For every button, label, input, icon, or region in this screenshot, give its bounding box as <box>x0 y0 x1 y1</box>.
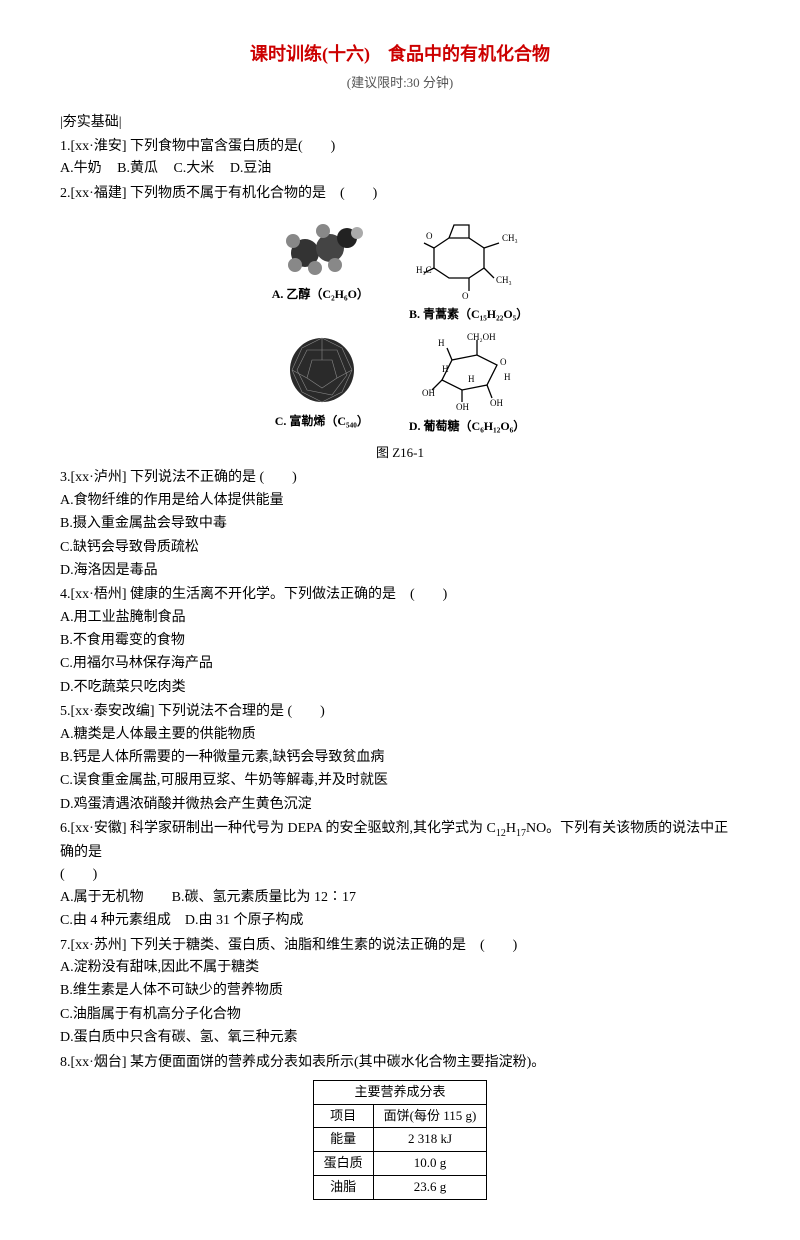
q6-sub2: 17 <box>516 828 526 839</box>
svg-text:H: H <box>442 364 449 374</box>
q5-stem: 5.[xx·泰安改编] 下列说法不合理的是 ( ) <box>60 701 740 723</box>
fig-item-b: CH₃ O H₃C CH₃ O B. 青蒿素（C₁₅H₂₂O₅） <box>409 213 528 324</box>
q7-opt-d: D.蛋白质中只含有碳、氢、氧三种元素 <box>60 1027 740 1049</box>
question-3: 3.[xx·泸州] 下列说法不正确的是 ( ) A.食物纤维的作用是给人体提供能… <box>60 467 740 582</box>
svg-text:H₃C: H₃C <box>416 265 432 275</box>
svg-text:CH₂OH: CH₂OH <box>467 332 496 342</box>
q4-opt-b: B.不食用霉变的食物 <box>60 630 740 652</box>
q4-opt-d: D.不吃蔬菜只吃肉类 <box>60 677 740 699</box>
ethanol-model-icon <box>275 213 365 283</box>
fig-b-caption: B. 青蒿素（C₁₅H₂₂O₅） <box>409 305 528 324</box>
fig-d-caption: D. 葡萄糖（C₆H₁₂O₆） <box>409 417 525 436</box>
fig-item-a: A. 乙醇（C₂H₆O） <box>272 213 369 324</box>
q3-opt-d: D.海洛因是毒品 <box>60 560 740 582</box>
q5-opt-d: D.鸡蛋清遇浓硝酸并微热会产生黄色沉淀 <box>60 794 740 816</box>
q4-stem: 4.[xx·梧州] 健康的生活离不开化学。下列做法正确的是 ( ) <box>60 584 740 606</box>
q5-opt-c: C.误食重金属盐,可服用豆浆、牛奶等解毒,并及时就医 <box>60 770 740 792</box>
question-1: 1.[xx·淮安] 下列食物中富含蛋白质的是( ) A.牛奶 B.黄瓜 C.大米… <box>60 136 740 181</box>
table-cell: 23.6 g <box>373 1176 487 1200</box>
svg-text:H: H <box>438 338 445 348</box>
q4-opt-a: A.用工业盐腌制食品 <box>60 607 740 629</box>
table-row: 油脂 23.6 g <box>313 1176 487 1200</box>
q7-opt-b: B.维生素是人体不可缺少的营养物质 <box>60 980 740 1002</box>
nutrition-table: 主要营养成分表 项目 面饼(每份 115 g) 能量 2 318 kJ 蛋白质 … <box>313 1080 488 1200</box>
fig-c-caption: C. 富勒烯（C₅₄₀） <box>275 412 369 431</box>
fig-a-caption: A. 乙醇（C₂H₆O） <box>272 285 369 304</box>
fullerene-icon <box>282 330 362 410</box>
svg-text:H: H <box>504 372 511 382</box>
q7-opt-c: C.油脂属于有机高分子化合物 <box>60 1004 740 1026</box>
svg-text:OH: OH <box>490 398 503 408</box>
q1-opt-b: B.黄瓜 <box>117 161 158 176</box>
q6-opt-ab: A.属于无机物 B.碳、氢元素质量比为 12∶17 <box>60 887 740 909</box>
glucose-structure-icon: CH₂OH O OH OH OH H H H H <box>412 330 522 415</box>
svg-text:CH₃: CH₃ <box>496 275 512 285</box>
q4-opt-c: C.用福尔马林保存海产品 <box>60 653 740 675</box>
table-title: 主要营养成分表 <box>313 1080 487 1104</box>
q1-opt-c: C.大米 <box>173 161 214 176</box>
q5-opt-b: B.钙是人体所需要的一种微量元素,缺钙会导致贫血病 <box>60 747 740 769</box>
figure-z16-1: A. 乙醇（C₂H₆O） CH₃ O H₃C CH₃ O B. 青蒿素（C₁₅H… <box>60 213 740 463</box>
q3-opt-a: A.食物纤维的作用是给人体提供能量 <box>60 490 740 512</box>
svg-text:O: O <box>462 291 469 301</box>
table-cell: 蛋白质 <box>313 1152 373 1176</box>
q6-opt-cd: C.由 4 种元素组成 D.由 31 个原子构成 <box>60 910 740 932</box>
svg-text:O: O <box>426 231 433 241</box>
figure-label: 图 Z16-1 <box>60 443 740 464</box>
svg-text:CH₃: CH₃ <box>502 233 518 243</box>
q6-stem: 6.[xx·安徽] 科学家研制出一种代号为 DEPA 的安全驱蚊剂,其化学式为 … <box>60 818 740 864</box>
table-row: 蛋白质 10.0 g <box>313 1152 487 1176</box>
q1-stem: 1.[xx·淮安] 下列食物中富含蛋白质的是( ) <box>60 136 740 158</box>
q3-opt-c: C.缺钙会导致骨质疏松 <box>60 537 740 559</box>
q1-opt-a: A.牛奶 <box>60 161 102 176</box>
section-label: |夯实基础| <box>60 112 740 134</box>
q1-options: A.牛奶 B.黄瓜 C.大米 D.豆油 <box>60 158 740 180</box>
q3-stem: 3.[xx·泸州] 下列说法不正确的是 ( ) <box>60 467 740 489</box>
question-5: 5.[xx·泰安改编] 下列说法不合理的是 ( ) A.糖类是人体最主要的供能物… <box>60 701 740 816</box>
page-title: 课时训练(十六) 食品中的有机化合物 <box>60 40 740 69</box>
q7-opt-a: A.淀粉没有甜味,因此不属于糖类 <box>60 957 740 979</box>
question-2: 2.[xx·福建] 下列物质不属于有机化合物的是 ( ) <box>60 183 740 205</box>
question-6: 6.[xx·安徽] 科学家研制出一种代号为 DEPA 的安全驱蚊剂,其化学式为 … <box>60 818 740 932</box>
table-col1: 项目 <box>313 1104 373 1128</box>
q7-stem: 7.[xx·苏州] 下列关于糖类、蛋白质、油脂和维生素的说法正确的是 ( ) <box>60 935 740 957</box>
question-4: 4.[xx·梧州] 健康的生活离不开化学。下列做法正确的是 ( ) A.用工业盐… <box>60 584 740 699</box>
question-7: 7.[xx·苏州] 下列关于糖类、蛋白质、油脂和维生素的说法正确的是 ( ) A… <box>60 935 740 1050</box>
table-cell: 10.0 g <box>373 1152 487 1176</box>
q6-stem-a: 6.[xx·安徽] 科学家研制出一种代号为 DEPA 的安全驱蚊剂,其化学式为 … <box>60 821 496 836</box>
q6-sub1: 12 <box>496 828 506 839</box>
fig-item-d: CH₂OH O OH OH OH H H H H D. 葡萄糖（C₆H₁₂O₆） <box>409 330 525 436</box>
artemisinin-structure-icon: CH₃ O H₃C CH₃ O <box>414 213 524 303</box>
q1-opt-d: D.豆油 <box>230 161 272 176</box>
q8-stem: 8.[xx·烟台] 某方便面面饼的营养成分表如表所示(其中碳水化合物主要指淀粉)… <box>60 1052 740 1074</box>
q3-opt-b: B.摄入重金属盐会导致中毒 <box>60 513 740 535</box>
table-cell: 油脂 <box>313 1176 373 1200</box>
q5-opt-a: A.糖类是人体最主要的供能物质 <box>60 724 740 746</box>
svg-text:O: O <box>500 357 507 367</box>
q6-stem-b: ( ) <box>60 864 740 886</box>
q6-mid1: H <box>506 821 516 836</box>
svg-text:OH: OH <box>422 388 435 398</box>
page-subtitle: (建议限时:30 分钟) <box>60 73 740 94</box>
table-col2: 面饼(每份 115 g) <box>373 1104 487 1128</box>
q2-stem: 2.[xx·福建] 下列物质不属于有机化合物的是 ( ) <box>60 183 740 205</box>
fig-item-c: C. 富勒烯（C₅₄₀） <box>275 330 369 436</box>
svg-text:H: H <box>468 374 475 384</box>
svg-text:OH: OH <box>456 402 469 412</box>
question-8: 8.[xx·烟台] 某方便面面饼的营养成分表如表所示(其中碳水化合物主要指淀粉)… <box>60 1052 740 1074</box>
